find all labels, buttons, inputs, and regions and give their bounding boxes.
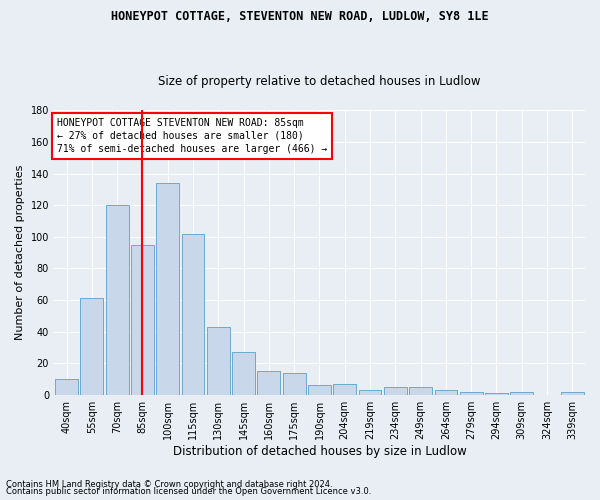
Bar xyxy=(511,392,533,394)
Bar xyxy=(409,387,432,394)
Bar xyxy=(80,298,103,394)
Bar xyxy=(561,392,584,394)
Bar xyxy=(157,183,179,394)
Bar xyxy=(434,390,457,394)
Title: Size of property relative to detached houses in Ludlow: Size of property relative to detached ho… xyxy=(158,76,481,88)
Text: Contains public sector information licensed under the Open Government Licence v3: Contains public sector information licen… xyxy=(6,488,371,496)
Text: HONEYPOT COTTAGE, STEVENTON NEW ROAD, LUDLOW, SY8 1LE: HONEYPOT COTTAGE, STEVENTON NEW ROAD, LU… xyxy=(111,10,489,23)
Bar xyxy=(55,379,78,394)
Bar xyxy=(131,244,154,394)
Bar xyxy=(359,390,382,394)
Bar xyxy=(207,327,230,394)
Y-axis label: Number of detached properties: Number of detached properties xyxy=(15,165,25,340)
Bar xyxy=(232,352,255,395)
Text: HONEYPOT COTTAGE STEVENTON NEW ROAD: 85sqm
← 27% of detached houses are smaller : HONEYPOT COTTAGE STEVENTON NEW ROAD: 85s… xyxy=(56,118,327,154)
Bar xyxy=(334,384,356,394)
Bar xyxy=(460,392,482,394)
Bar xyxy=(283,372,305,394)
Text: Contains HM Land Registry data © Crown copyright and database right 2024.: Contains HM Land Registry data © Crown c… xyxy=(6,480,332,489)
Bar xyxy=(308,385,331,394)
Bar xyxy=(257,371,280,394)
Bar xyxy=(182,234,205,394)
Bar xyxy=(106,205,128,394)
Bar xyxy=(384,387,407,394)
Bar xyxy=(485,393,508,394)
X-axis label: Distribution of detached houses by size in Ludlow: Distribution of detached houses by size … xyxy=(173,444,466,458)
